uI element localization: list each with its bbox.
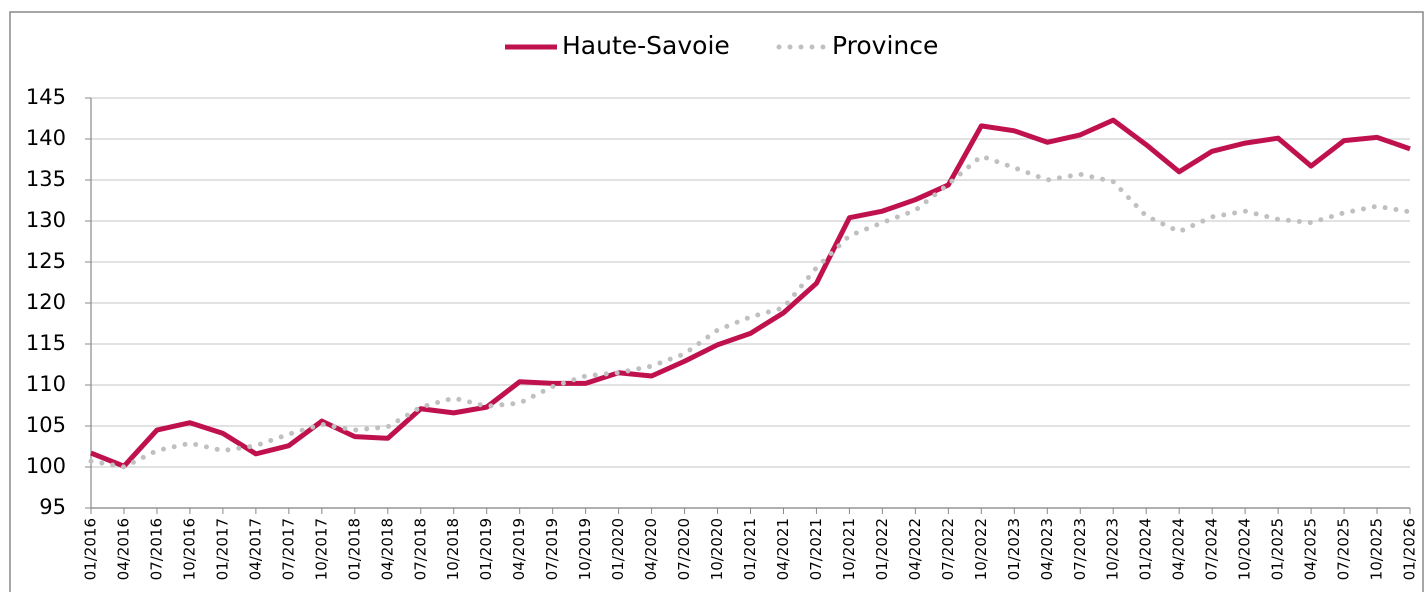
x-tick-label: 04/2018 — [378, 518, 396, 580]
x-tick-label: 04/2021 — [774, 518, 792, 580]
y-tick-label: 115 — [26, 331, 66, 355]
x-tick-label: 07/2020 — [675, 518, 693, 580]
x-tick-label: 01/2016 — [82, 518, 100, 580]
x-tick-label: 07/2025 — [1335, 518, 1353, 580]
x-tick-label: 01/2025 — [1269, 518, 1287, 580]
x-tick-label: 07/2016 — [147, 518, 165, 580]
series-line — [88, 153, 1413, 470]
y-tick-label: 100 — [26, 454, 66, 478]
x-tick-label: 01/2018 — [345, 518, 363, 580]
chart-frame — [9, 11, 1424, 592]
x-tick-label: 01/2024 — [1137, 518, 1155, 580]
x-tick-label: 10/2018 — [444, 518, 462, 580]
series-line — [90, 117, 1411, 469]
x-tick-label: 10/2025 — [1368, 518, 1386, 580]
x-tick-label: 10/2023 — [1104, 518, 1122, 580]
y-tick-label: 140 — [26, 126, 66, 150]
x-tick-label: 07/2023 — [1071, 518, 1089, 580]
y-tick-label: 135 — [26, 167, 66, 191]
y-tick-label: 125 — [26, 249, 66, 273]
x-tick-label: 04/2025 — [1302, 518, 1320, 580]
y-tick-label: 145 — [26, 85, 66, 109]
x-tick-label: 04/2022 — [906, 518, 924, 580]
x-tick-label: 01/2021 — [741, 518, 759, 580]
legend-label: Haute-Savoie — [562, 31, 730, 60]
legend-label: Province — [832, 31, 938, 60]
x-tick-label: 04/2017 — [246, 518, 264, 580]
y-tick-label: 95 — [39, 495, 66, 519]
x-tick-label: 10/2020 — [708, 518, 726, 580]
x-tick-label: 10/2019 — [576, 518, 594, 580]
y-tick-label: 120 — [26, 290, 66, 314]
x-tick-label: 07/2021 — [807, 518, 825, 580]
x-tick-label: 10/2022 — [972, 518, 990, 580]
y-tick-label: 105 — [26, 413, 66, 437]
x-tick-label: 01/2017 — [213, 518, 231, 580]
y-tick-label: 110 — [26, 372, 66, 396]
x-tick-label: 07/2017 — [279, 518, 297, 580]
x-tick-label: 01/2019 — [477, 518, 495, 580]
x-tick-label: 01/2020 — [609, 518, 627, 580]
y-tick-label: 130 — [26, 208, 66, 232]
x-tick-label: 07/2022 — [939, 518, 957, 580]
x-tick-label: 07/2019 — [543, 518, 561, 580]
x-tick-label: 04/2024 — [1170, 518, 1188, 580]
x-tick-label: 07/2018 — [411, 518, 429, 580]
x-tick-label: 10/2021 — [840, 518, 858, 580]
x-tick-label: 10/2016 — [180, 518, 198, 580]
x-tick-label: 01/2026 — [1401, 518, 1419, 580]
x-tick-label: 10/2024 — [1236, 518, 1254, 580]
x-tick-label: 07/2024 — [1203, 518, 1221, 580]
x-tick-label: 01/2022 — [873, 518, 891, 580]
x-tick-label: 04/2023 — [1038, 518, 1056, 580]
x-tick-label: 04/2016 — [114, 518, 132, 580]
x-tick-label: 04/2019 — [510, 518, 528, 580]
x-tick-label: 10/2017 — [312, 518, 330, 580]
x-tick-label: 04/2020 — [642, 518, 660, 580]
x-tick-label: 01/2023 — [1005, 518, 1023, 580]
